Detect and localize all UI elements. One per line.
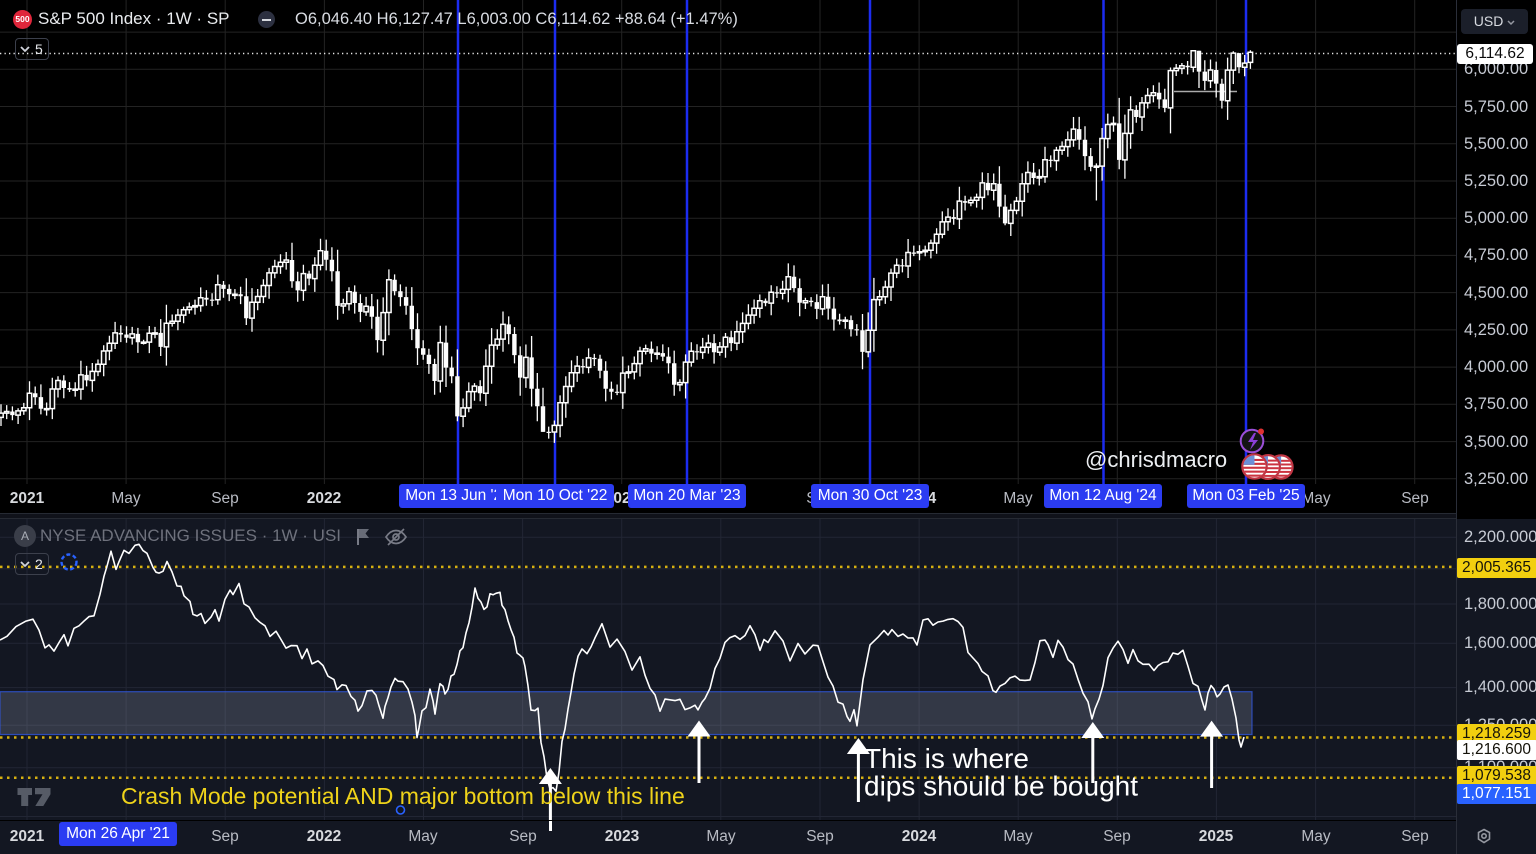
svg-text:@chrisdmacro: @chrisdmacro [1085, 447, 1227, 472]
svg-text:Crash Mode potential AND major: Crash Mode potential AND major bottom be… [121, 783, 685, 809]
svg-text:dips should be bought: dips should be bought [864, 771, 1138, 802]
svg-text:This is where: This is where [864, 743, 1029, 774]
